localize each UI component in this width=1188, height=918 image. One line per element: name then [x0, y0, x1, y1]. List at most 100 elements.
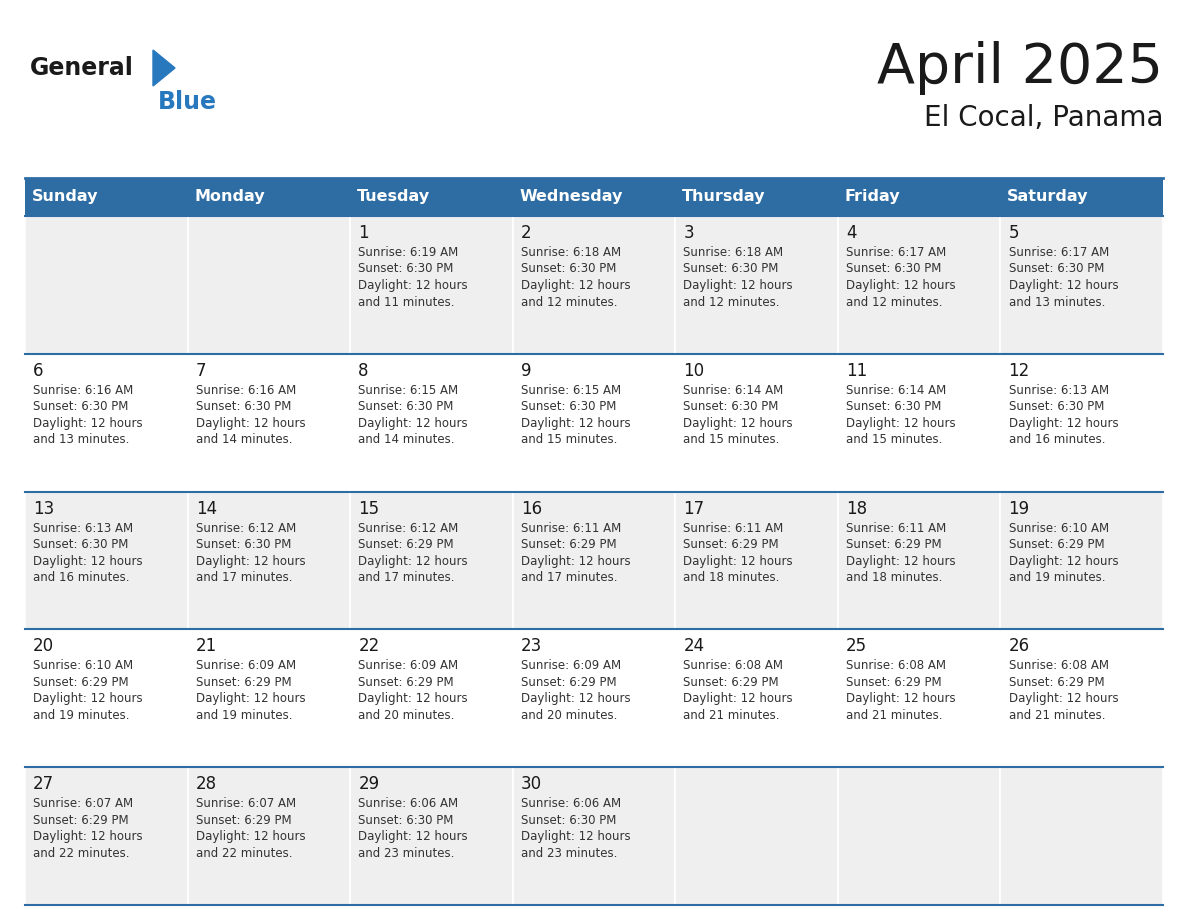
Bar — [350, 353, 513, 492]
Text: 10: 10 — [683, 362, 704, 380]
Bar — [838, 353, 1000, 492]
Text: and 22 minutes.: and 22 minutes. — [196, 846, 292, 859]
Text: and 16 minutes.: and 16 minutes. — [1009, 433, 1105, 446]
Text: 21: 21 — [196, 637, 217, 655]
Text: Sunset: 6:30 PM: Sunset: 6:30 PM — [683, 263, 779, 275]
Text: Sunset: 6:30 PM: Sunset: 6:30 PM — [359, 400, 454, 413]
Text: 14: 14 — [196, 499, 217, 518]
Text: Sunset: 6:30 PM: Sunset: 6:30 PM — [359, 813, 454, 827]
Bar — [25, 216, 188, 353]
Text: Sunrise: 6:08 AM: Sunrise: 6:08 AM — [846, 659, 946, 672]
Bar — [513, 492, 675, 630]
Bar — [350, 767, 513, 905]
Bar — [1000, 630, 1163, 767]
Text: and 18 minutes.: and 18 minutes. — [683, 571, 779, 584]
Text: Sunrise: 6:09 AM: Sunrise: 6:09 AM — [520, 659, 621, 672]
Text: Sunset: 6:30 PM: Sunset: 6:30 PM — [846, 263, 941, 275]
Text: and 12 minutes.: and 12 minutes. — [846, 296, 942, 308]
Text: Sunset: 6:29 PM: Sunset: 6:29 PM — [196, 813, 291, 827]
Bar — [188, 767, 350, 905]
Text: Daylight: 12 hours: Daylight: 12 hours — [33, 830, 143, 844]
Text: Daylight: 12 hours: Daylight: 12 hours — [520, 554, 631, 567]
Text: Sunrise: 6:07 AM: Sunrise: 6:07 AM — [33, 797, 133, 811]
Text: Daylight: 12 hours: Daylight: 12 hours — [359, 692, 468, 705]
Text: and 19 minutes.: and 19 minutes. — [1009, 571, 1105, 584]
Text: Sunset: 6:29 PM: Sunset: 6:29 PM — [846, 538, 942, 551]
Text: 8: 8 — [359, 362, 368, 380]
Text: 7: 7 — [196, 362, 207, 380]
Text: Daylight: 12 hours: Daylight: 12 hours — [196, 830, 305, 844]
Text: Sunday: Sunday — [32, 189, 97, 205]
Text: Daylight: 12 hours: Daylight: 12 hours — [846, 279, 955, 292]
Text: 28: 28 — [196, 775, 217, 793]
Text: Sunrise: 6:12 AM: Sunrise: 6:12 AM — [196, 521, 296, 534]
Text: and 21 minutes.: and 21 minutes. — [1009, 709, 1105, 722]
Text: Daylight: 12 hours: Daylight: 12 hours — [1009, 417, 1118, 430]
Text: 2: 2 — [520, 224, 531, 242]
Text: Sunrise: 6:11 AM: Sunrise: 6:11 AM — [520, 521, 621, 534]
Text: Daylight: 12 hours: Daylight: 12 hours — [359, 279, 468, 292]
Bar — [675, 767, 838, 905]
Bar — [188, 630, 350, 767]
Bar — [838, 492, 1000, 630]
Text: Sunset: 6:29 PM: Sunset: 6:29 PM — [846, 676, 942, 688]
Text: 25: 25 — [846, 637, 867, 655]
Text: Sunset: 6:30 PM: Sunset: 6:30 PM — [520, 813, 617, 827]
Bar — [675, 353, 838, 492]
Text: Sunrise: 6:16 AM: Sunrise: 6:16 AM — [196, 384, 296, 397]
Text: Daylight: 12 hours: Daylight: 12 hours — [683, 417, 794, 430]
Text: and 12 minutes.: and 12 minutes. — [520, 296, 618, 308]
Text: Daylight: 12 hours: Daylight: 12 hours — [359, 417, 468, 430]
Text: Sunset: 6:30 PM: Sunset: 6:30 PM — [846, 400, 941, 413]
Text: Wednesday: Wednesday — [519, 189, 623, 205]
Text: Sunrise: 6:08 AM: Sunrise: 6:08 AM — [683, 659, 783, 672]
Text: Daylight: 12 hours: Daylight: 12 hours — [359, 830, 468, 844]
Text: Sunset: 6:29 PM: Sunset: 6:29 PM — [33, 676, 128, 688]
Text: Daylight: 12 hours: Daylight: 12 hours — [520, 830, 631, 844]
Text: and 22 minutes.: and 22 minutes. — [33, 846, 129, 859]
Text: Sunset: 6:29 PM: Sunset: 6:29 PM — [1009, 676, 1104, 688]
Text: and 15 minutes.: and 15 minutes. — [846, 433, 942, 446]
Bar — [513, 216, 675, 353]
Text: Sunset: 6:29 PM: Sunset: 6:29 PM — [359, 676, 454, 688]
Text: Sunset: 6:30 PM: Sunset: 6:30 PM — [196, 538, 291, 551]
Text: Sunrise: 6:17 AM: Sunrise: 6:17 AM — [1009, 246, 1108, 259]
Text: and 17 minutes.: and 17 minutes. — [359, 571, 455, 584]
Text: Daylight: 12 hours: Daylight: 12 hours — [846, 417, 955, 430]
Text: 18: 18 — [846, 499, 867, 518]
Text: Sunset: 6:29 PM: Sunset: 6:29 PM — [683, 676, 779, 688]
Text: Sunset: 6:29 PM: Sunset: 6:29 PM — [520, 538, 617, 551]
Text: Sunset: 6:29 PM: Sunset: 6:29 PM — [196, 676, 291, 688]
Bar — [838, 216, 1000, 353]
Text: Sunrise: 6:17 AM: Sunrise: 6:17 AM — [846, 246, 946, 259]
Text: Daylight: 12 hours: Daylight: 12 hours — [359, 554, 468, 567]
Text: and 16 minutes.: and 16 minutes. — [33, 571, 129, 584]
Text: 12: 12 — [1009, 362, 1030, 380]
Text: Daylight: 12 hours: Daylight: 12 hours — [520, 692, 631, 705]
Text: Sunrise: 6:10 AM: Sunrise: 6:10 AM — [33, 659, 133, 672]
Text: 20: 20 — [33, 637, 55, 655]
Text: Daylight: 12 hours: Daylight: 12 hours — [1009, 692, 1118, 705]
Text: Sunset: 6:30 PM: Sunset: 6:30 PM — [520, 263, 617, 275]
Text: and 15 minutes.: and 15 minutes. — [520, 433, 618, 446]
Text: Sunrise: 6:18 AM: Sunrise: 6:18 AM — [520, 246, 621, 259]
Text: Sunrise: 6:14 AM: Sunrise: 6:14 AM — [683, 384, 784, 397]
Text: Sunrise: 6:13 AM: Sunrise: 6:13 AM — [33, 521, 133, 534]
Text: Sunrise: 6:18 AM: Sunrise: 6:18 AM — [683, 246, 784, 259]
Text: Sunrise: 6:11 AM: Sunrise: 6:11 AM — [846, 521, 946, 534]
Text: 23: 23 — [520, 637, 542, 655]
Bar — [513, 767, 675, 905]
Text: Sunset: 6:29 PM: Sunset: 6:29 PM — [1009, 538, 1104, 551]
Text: Daylight: 12 hours: Daylight: 12 hours — [1009, 554, 1118, 567]
Text: 9: 9 — [520, 362, 531, 380]
Text: Daylight: 12 hours: Daylight: 12 hours — [196, 417, 305, 430]
Text: Sunrise: 6:09 AM: Sunrise: 6:09 AM — [359, 659, 459, 672]
Text: Daylight: 12 hours: Daylight: 12 hours — [520, 279, 631, 292]
Bar — [25, 630, 188, 767]
Text: Sunset: 6:30 PM: Sunset: 6:30 PM — [683, 400, 779, 413]
Text: and 23 minutes.: and 23 minutes. — [520, 846, 618, 859]
Text: 17: 17 — [683, 499, 704, 518]
Bar — [188, 492, 350, 630]
Text: Daylight: 12 hours: Daylight: 12 hours — [846, 692, 955, 705]
Bar — [25, 178, 188, 216]
